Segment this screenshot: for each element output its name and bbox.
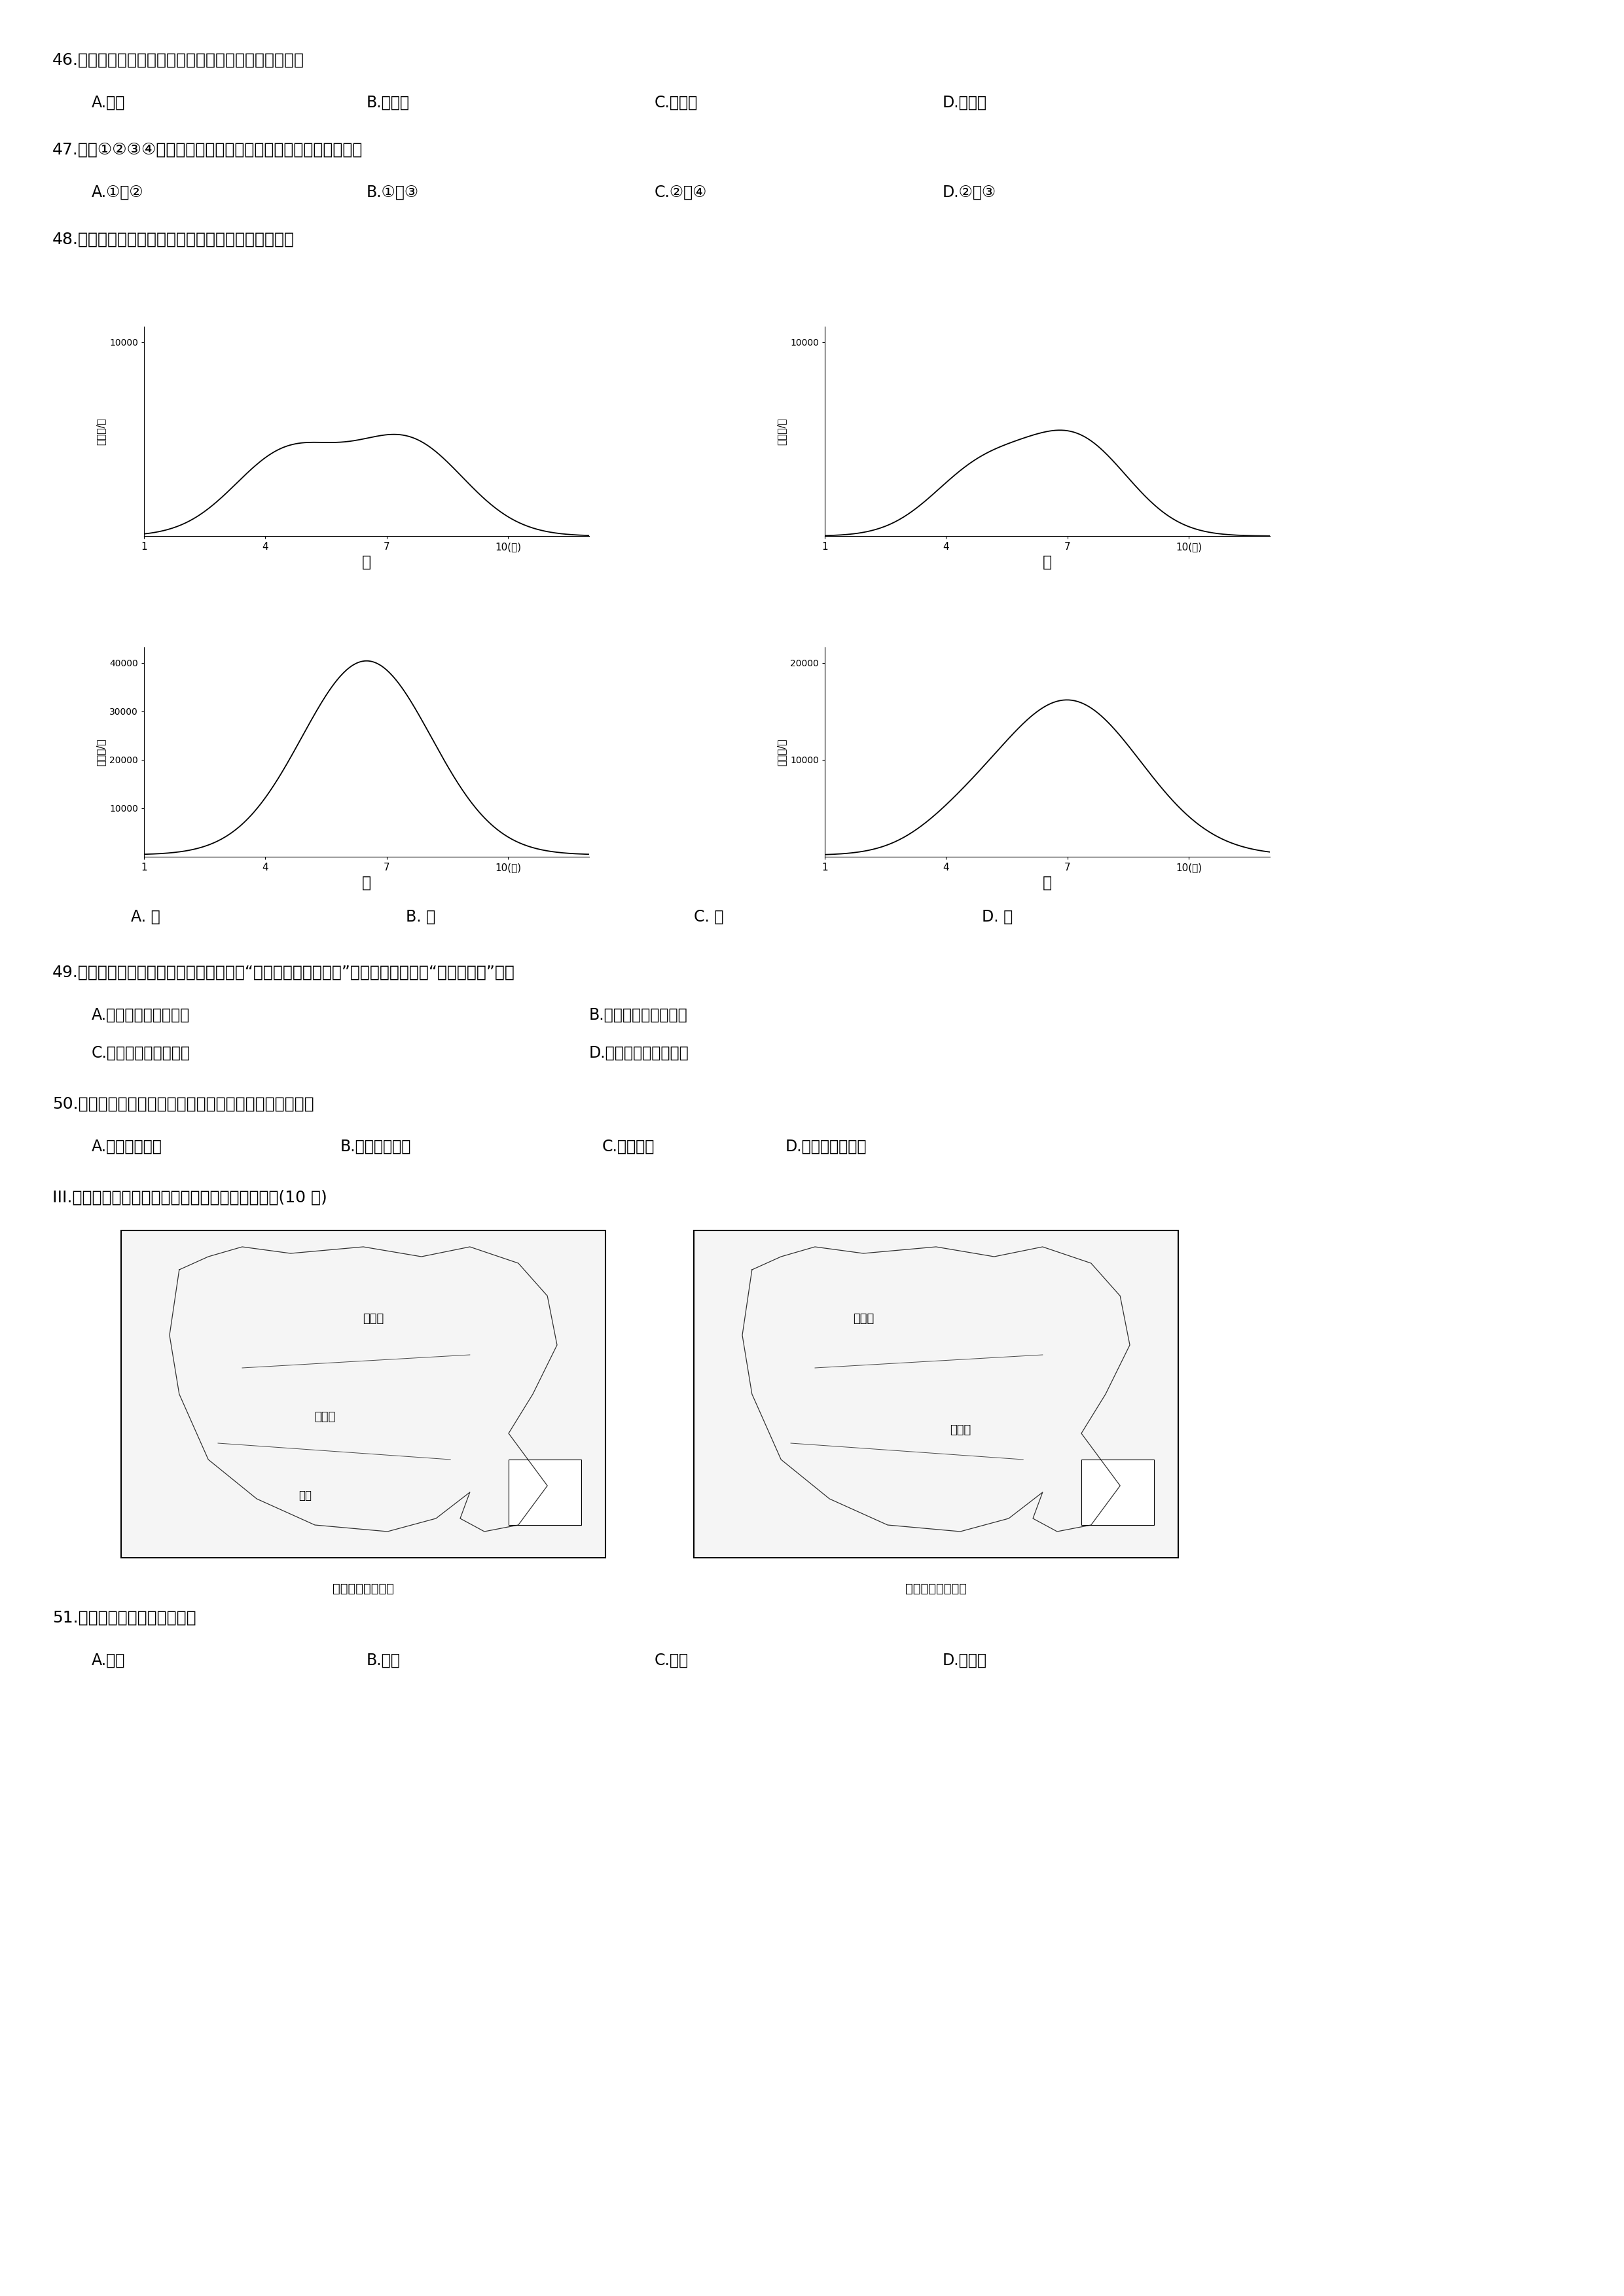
Text: C.②、④: C.②、④ [654,184,706,200]
Bar [122,1231,606,1557]
Text: A.水土流失和洪涝灾害: A.水土流失和洪涝灾害 [91,1008,190,1024]
Text: III.读中国温度带与干湿区分布图，回答下列问题。(10 分): III.读中国温度带与干湿区分布图，回答下列问题。(10 分) [52,1189,326,1205]
Text: 中温带: 中温带 [362,1313,383,1325]
Text: 热带: 热带 [299,1490,312,1502]
Bar [693,1231,1179,1557]
Text: D.水能开发与水土流失: D.水能开发与水土流失 [590,1045,689,1061]
Text: B.淮河: B.淮河 [367,1653,401,1669]
Text: D.②、③: D.②、③ [942,184,996,200]
Text: C.洪涝灾害和环境污染: C.洪涝灾害和环境污染 [91,1045,190,1061]
Text: 丁: 丁 [1043,875,1052,891]
Text: 湿润区: 湿润区 [950,1424,971,1435]
Text: C. 丙: C. 丙 [693,909,724,925]
Text: C.植树种草: C.植树种草 [603,1139,654,1155]
Text: C.长白山: C.长白山 [654,94,698,110]
Text: D. 丁: D. 丁 [983,909,1013,925]
Text: B. 乙: B. 乙 [406,909,435,925]
Text: A.①、②: A.①、② [91,184,143,200]
Text: 丙: 丙 [362,875,372,891]
Text: 50.为了减少黄土高原的水土流失，下列措施中不合适的是: 50.为了减少黄土高原的水土流失，下列措施中不合适的是 [52,1095,313,1111]
Text: D.大面积开垃耕地: D.大面积开垃耕地 [786,1139,867,1155]
Bar [508,1460,581,1525]
Text: B.①、③: B.①、③ [367,184,419,200]
Text: D.黑龙江: D.黑龙江 [942,1653,987,1669]
Text: A.长江: A.长江 [91,1653,125,1669]
Text: D.太行山: D.太行山 [942,94,987,110]
Text: 干旱区: 干旱区 [853,1313,874,1325]
Y-axis label: 立方米/秒: 立方米/秒 [96,739,106,765]
Text: 乙: 乙 [1043,553,1052,569]
Text: A. 甲: A. 甲 [132,909,161,925]
Text: B.水土流失与环境污染: B.水土流失与环境污染 [590,1008,689,1024]
Text: 48.下列四幅我国河流径流量图，能正确表示黄河的是: 48.下列四幅我国河流径流量图，能正确表示黄河的是 [52,232,294,248]
Text: 甲: 甲 [362,553,372,569]
Text: 中国温度带分布图: 中国温度带分布图 [333,1582,395,1596]
Text: 46.图中山脉是华北平原与黄土高原的分界线，其名称是: 46.图中山脉是华北平原与黄土高原的分界线，其名称是 [52,53,304,69]
Y-axis label: 立方米/秒: 立方米/秒 [96,418,106,445]
Y-axis label: 立方米/秒: 立方米/秒 [776,418,786,445]
Text: 亚热带: 亚热带 [313,1412,335,1424]
Y-axis label: 立方米/秒: 立方米/秒 [776,739,786,765]
Text: C.黄河: C.黄河 [654,1653,689,1669]
Text: 49.新中国成立之初，毛泽东同志就发出了“要把黄河的事情办好”的伟大号召，这里“黄河的事情”是指: 49.新中国成立之初，毛泽东同志就发出了“要把黄河的事情办好”的伟大号召，这里“… [52,964,515,980]
Text: B.坡脚建挡土嵂: B.坡脚建挡土嵂 [341,1139,411,1155]
Text: 47.图中①②③④表示黄河上、中、下游的分界线，其中正确的是: 47.图中①②③④表示黄河上、中、下游的分界线，其中正确的是 [52,142,362,158]
Text: 51.亚热带和湿润区的北界线是: 51.亚热带和湿润区的北界线是 [52,1609,197,1626]
Text: 中国干湿区分布图: 中国干湿区分布图 [905,1582,966,1596]
Text: B.武夷山: B.武夷山 [367,94,409,110]
Text: A.缓坡修建梯田: A.缓坡修建梯田 [91,1139,162,1155]
Text: A.秦岭: A.秦岭 [91,94,125,110]
Bar [1082,1460,1155,1525]
